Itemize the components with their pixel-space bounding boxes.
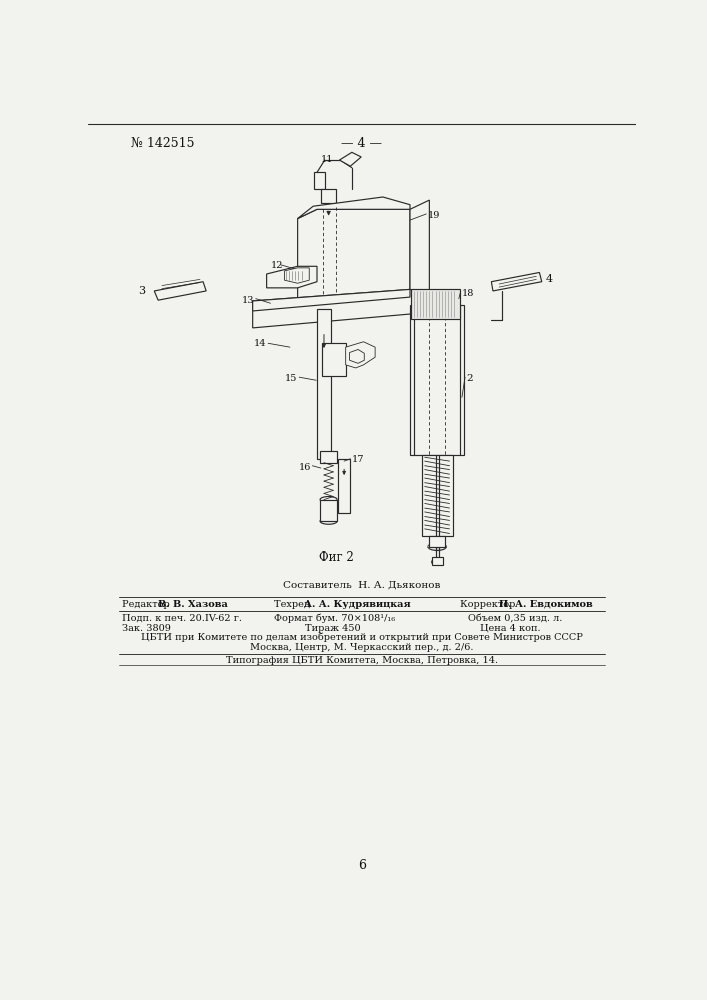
Bar: [410, 305, 464, 455]
Text: Составитель  Н. А. Дьяконов: Составитель Н. А. Дьяконов: [284, 580, 440, 589]
Bar: [411, 289, 460, 319]
Text: Москва, Центр, М. Черкасский пер., д. 2/6.: Москва, Центр, М. Черкасский пер., д. 2/…: [250, 643, 474, 652]
Bar: [338, 459, 351, 513]
Text: П. А. Евдокимов: П. А. Евдокимов: [499, 600, 593, 609]
Text: Формат бум. 70×108¹/₁₆: Формат бум. 70×108¹/₁₆: [274, 614, 396, 623]
Polygon shape: [491, 272, 542, 291]
Text: № 142515: № 142515: [131, 137, 194, 150]
Text: Фиг 2: Фиг 2: [319, 551, 354, 564]
Polygon shape: [284, 268, 309, 283]
Text: 17: 17: [352, 455, 364, 464]
Text: Типография ЦБТИ Комитета, Москва, Петровка, 14.: Типография ЦБТИ Комитета, Москва, Петров…: [226, 656, 498, 665]
Polygon shape: [252, 289, 410, 311]
Bar: [314, 172, 325, 189]
Bar: [322, 343, 346, 376]
Text: А. А. Кудрявицкая: А. А. Кудрявицкая: [304, 600, 411, 609]
Polygon shape: [346, 342, 375, 368]
Polygon shape: [298, 197, 410, 219]
Text: 4: 4: [546, 274, 553, 284]
Bar: [429, 536, 445, 547]
Text: 12: 12: [271, 261, 283, 270]
Text: 6: 6: [358, 859, 366, 872]
Text: 16: 16: [298, 463, 311, 472]
Bar: [321, 189, 337, 203]
Text: 3: 3: [139, 286, 146, 296]
Text: 15: 15: [285, 374, 298, 383]
Text: Цена 4 коп.: Цена 4 коп.: [480, 624, 540, 633]
Text: 13: 13: [242, 296, 255, 305]
Bar: [317, 309, 331, 459]
Bar: [432, 557, 443, 565]
Bar: [421, 455, 452, 536]
Polygon shape: [339, 152, 361, 166]
Text: 11: 11: [321, 155, 333, 164]
Polygon shape: [252, 289, 429, 328]
Text: ЦБТИ при Комитете по делам изобретений и открытий при Совете Министров СССР: ЦБТИ при Комитете по делам изобретений и…: [141, 633, 583, 642]
Text: 18: 18: [462, 289, 474, 298]
Polygon shape: [154, 282, 206, 300]
Text: Редактор: Редактор: [122, 600, 173, 609]
Polygon shape: [267, 266, 317, 288]
Bar: [320, 500, 337, 521]
Text: 2: 2: [467, 374, 473, 383]
Polygon shape: [349, 349, 364, 363]
Text: — 4 —: — 4 —: [341, 137, 382, 150]
Text: Тираж 450: Тираж 450: [305, 624, 361, 633]
Polygon shape: [298, 209, 410, 314]
Text: Зак. 3809: Зак. 3809: [122, 624, 171, 633]
Text: Объем 0,35 изд. л.: Объем 0,35 изд. л.: [468, 614, 563, 623]
Text: Корректор: Корректор: [460, 600, 519, 609]
Text: Техред: Техред: [274, 600, 313, 609]
Text: В. В. Хазова: В. В. Хазова: [158, 600, 228, 609]
Bar: [320, 451, 337, 463]
Text: 14: 14: [254, 339, 267, 348]
Text: 19: 19: [428, 211, 440, 220]
Text: Подп. к печ. 20.IV-62 г.: Подп. к печ. 20.IV-62 г.: [122, 614, 243, 623]
Polygon shape: [410, 200, 429, 305]
